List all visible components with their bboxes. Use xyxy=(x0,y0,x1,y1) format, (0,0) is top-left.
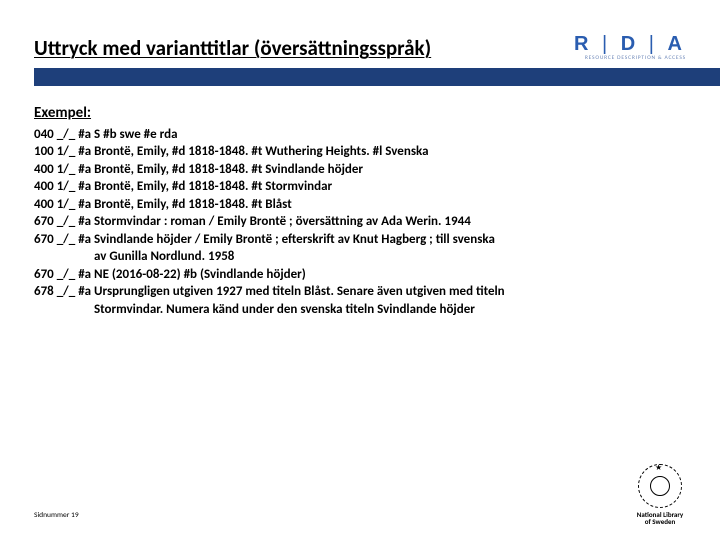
marc-tag: 040 _/_ xyxy=(34,126,78,144)
marc-block: 040 _/_ #a S #b swe #e rda100 1/_ #a Bro… xyxy=(34,126,686,319)
page-number: Sidnummer 19 xyxy=(34,511,79,520)
marc-line: 678 _/_ #a Ursprungligen utgiven 1927 me… xyxy=(34,283,686,301)
marc-line: av Gunilla Nordlund. 1958 xyxy=(34,248,686,266)
rda-logo: R | D | A RESOURCE DESCRIPTION & ACCESS xyxy=(574,34,686,62)
divider-bar xyxy=(34,68,720,86)
nls-seal-icon xyxy=(638,464,682,508)
marc-tag: 670 _/_ xyxy=(34,231,78,249)
marc-data: #a Brontë, Emily, #d 1818-1848. #t Wuthe… xyxy=(78,143,686,161)
nls-logo-text-line2: of Sweden xyxy=(628,518,692,526)
marc-tag: 100 1/_ xyxy=(34,143,78,161)
marc-tag: 678 _/_ xyxy=(34,283,78,301)
marc-line: 670 _/_ #a NE (2016-08-22) #b (Svindland… xyxy=(34,266,686,284)
marc-tag: 400 1/_ xyxy=(34,196,78,214)
marc-data: #a NE (2016-08-22) #b (Svindlande höjder… xyxy=(78,266,686,284)
marc-data: av Gunilla Nordlund. 1958 xyxy=(34,248,686,266)
marc-data: #a Stormvindar : roman / Emily Brontë ; … xyxy=(78,213,686,231)
marc-data: #a Svindlande höjder / Emily Brontë ; ef… xyxy=(78,231,686,249)
marc-data: #a Ursprungligen utgiven 1927 med titeln… xyxy=(78,283,686,301)
marc-data: #a Brontë, Emily, #d 1818-1848. #t Blåst xyxy=(78,196,686,214)
marc-line: 400 1/_ #a Brontë, Emily, #d 1818-1848. … xyxy=(34,161,686,179)
marc-data: #a S #b swe #e rda xyxy=(78,126,686,144)
marc-line: 100 1/_ #a Brontë, Emily, #d 1818-1848. … xyxy=(34,143,686,161)
marc-tag: 670 _/_ xyxy=(34,213,78,231)
rda-logo-subtitle: RESOURCE DESCRIPTION & ACCESS xyxy=(574,56,686,62)
marc-line: 670 _/_ #a Stormvindar : roman / Emily B… xyxy=(34,213,686,231)
marc-tag: 400 1/_ xyxy=(34,178,78,196)
marc-line: Stormvindar. Numera känd under den svens… xyxy=(34,301,686,319)
example-label: Exempel: xyxy=(34,104,686,122)
slide-title: Uttryck med varianttitlar (översättnings… xyxy=(34,35,431,61)
marc-line: 670 _/_ #a Svindlande höjder / Emily Bro… xyxy=(34,231,686,249)
marc-tag: 400 1/_ xyxy=(34,161,78,179)
rda-logo-letters: R | D | A xyxy=(574,34,686,54)
marc-tag: 670 _/_ xyxy=(34,266,78,284)
marc-data: #a Brontë, Emily, #d 1818-1848. #t Svind… xyxy=(78,161,686,179)
marc-data: #a Brontë, Emily, #d 1818-1848. #t Storm… xyxy=(78,178,686,196)
marc-data: Stormvindar. Numera känd under den svens… xyxy=(34,301,686,319)
marc-line: 040 _/_ #a S #b swe #e rda xyxy=(34,126,686,144)
marc-line: 400 1/_ #a Brontë, Emily, #d 1818-1848. … xyxy=(34,196,686,214)
nls-logo: National Library of Sweden xyxy=(628,464,692,526)
marc-line: 400 1/_ #a Brontë, Emily, #d 1818-1848. … xyxy=(34,178,686,196)
